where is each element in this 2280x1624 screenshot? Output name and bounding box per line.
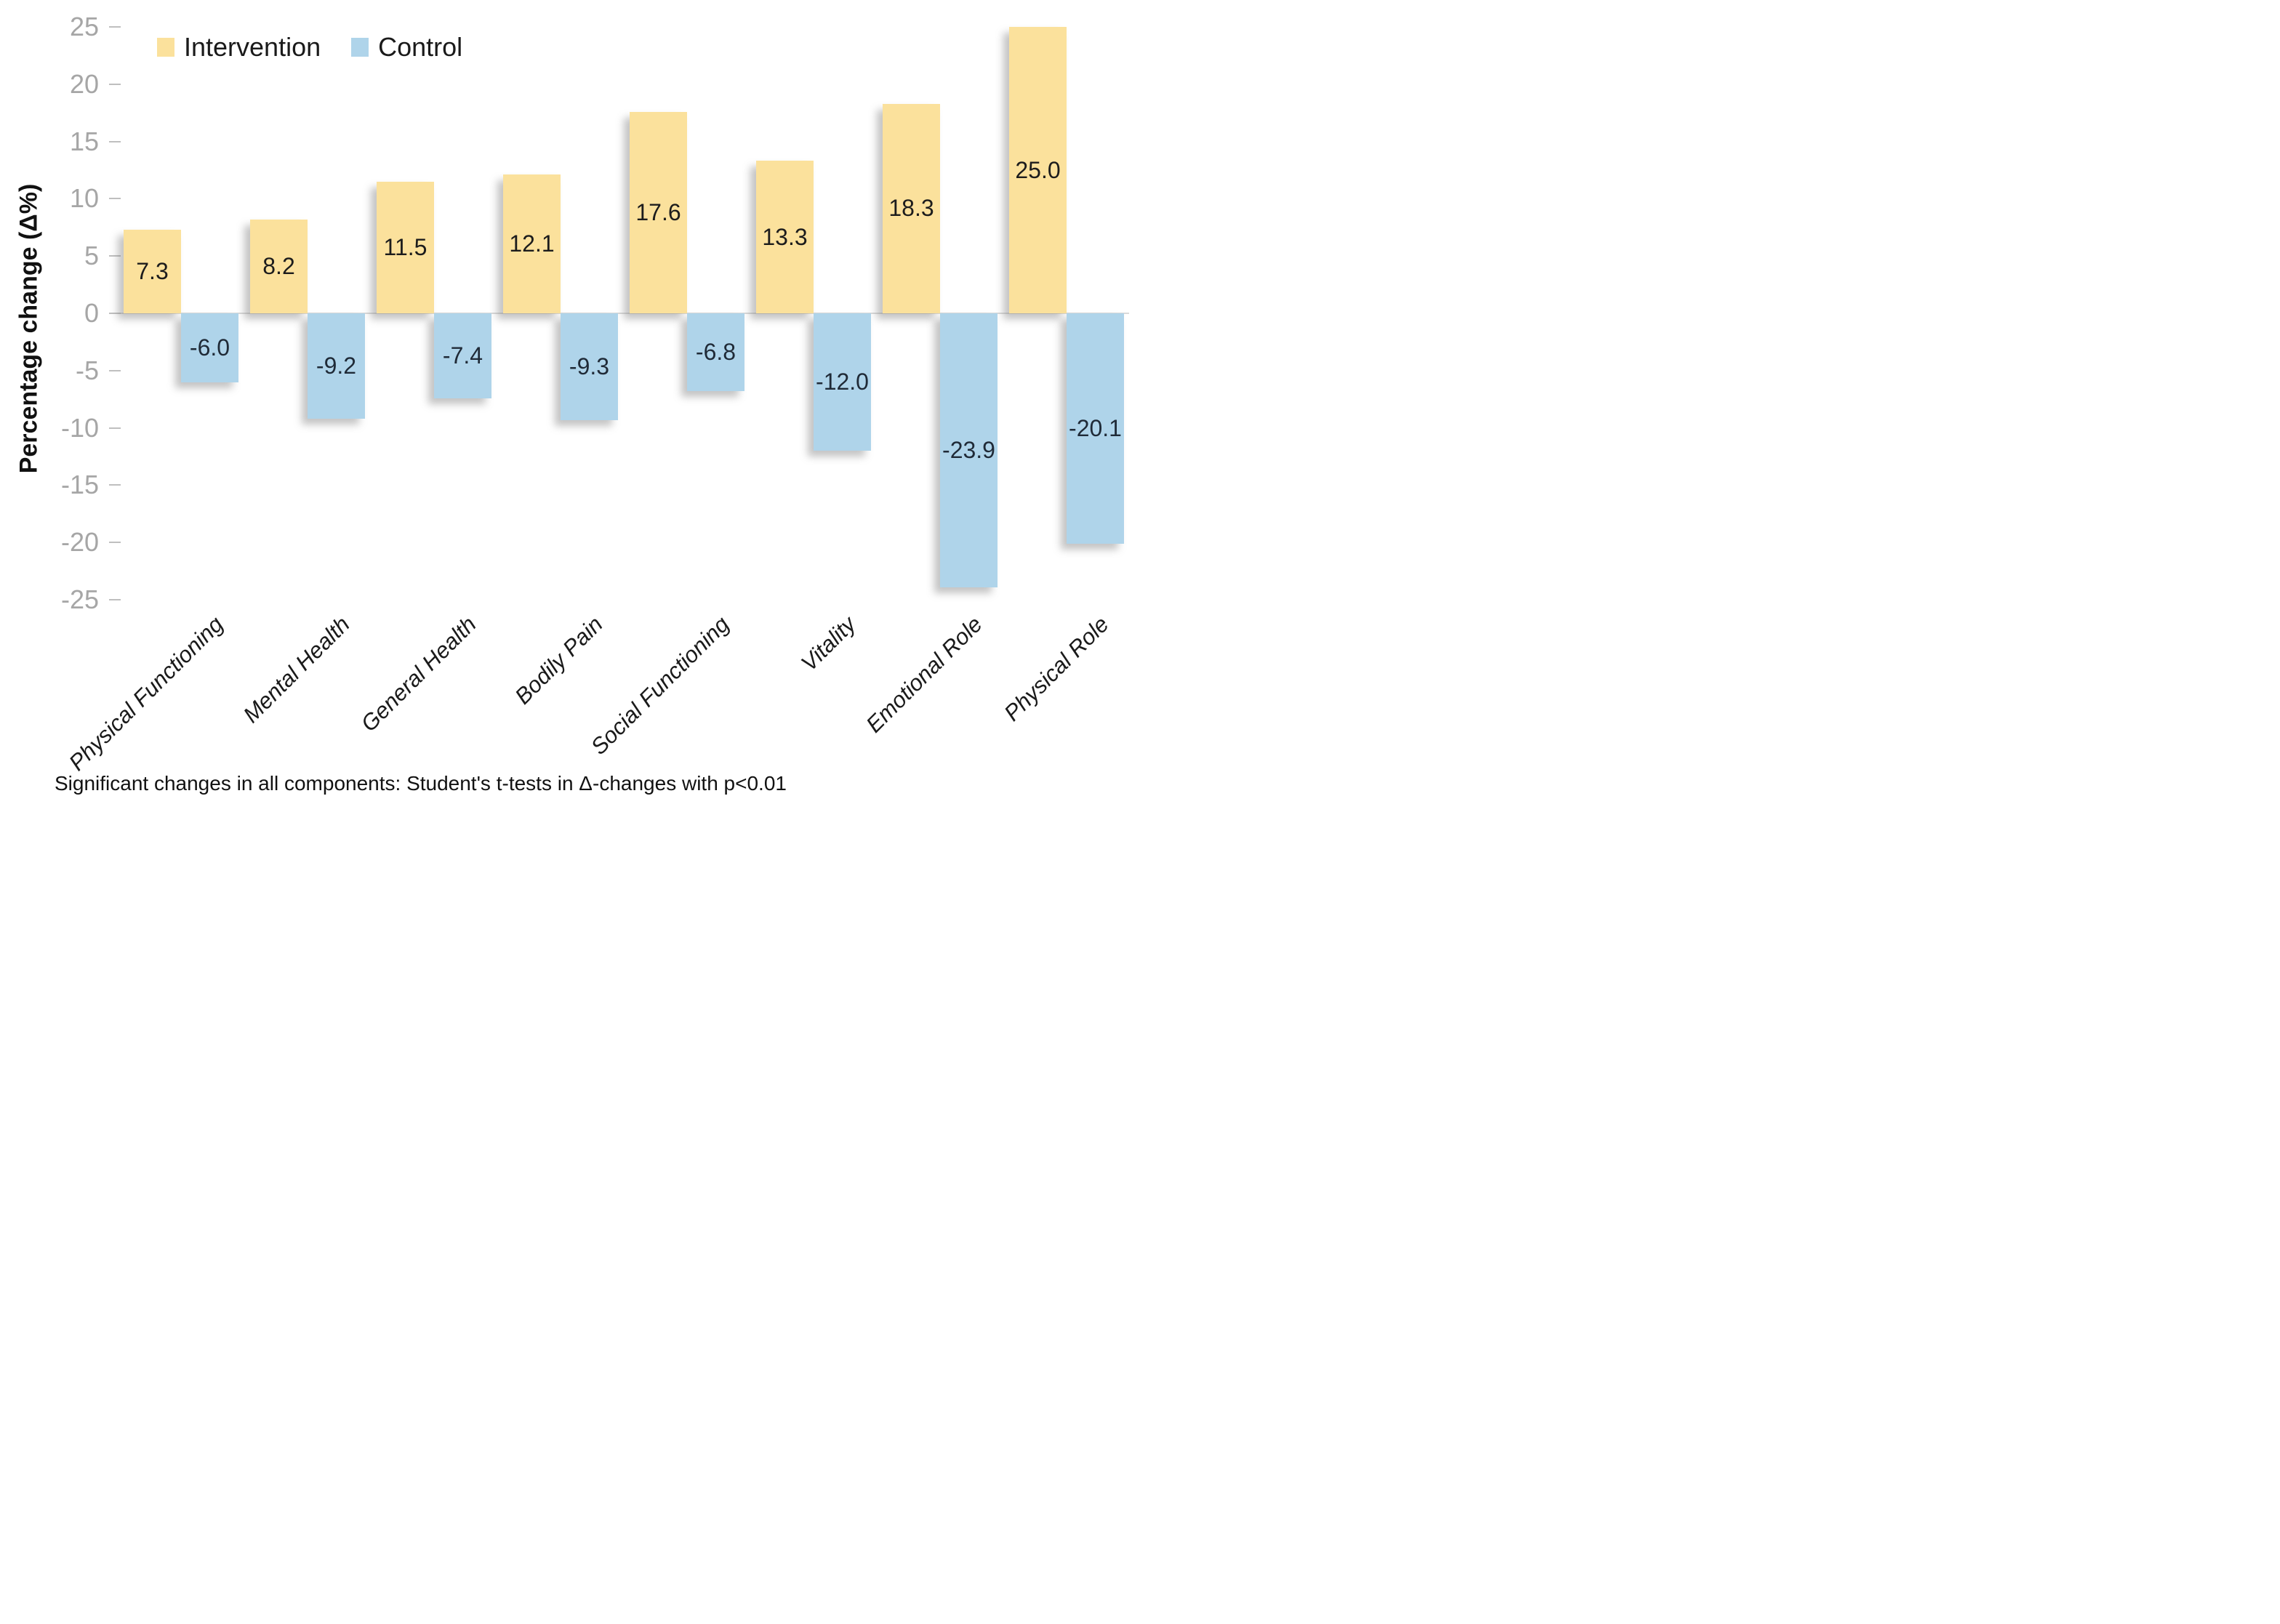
y-tick-label: 25 bbox=[69, 12, 99, 41]
intervention-bar: 7.3 bbox=[124, 229, 181, 313]
bar-value-label: -6.8 bbox=[695, 339, 736, 366]
y-tick-mark bbox=[109, 83, 121, 85]
y-tick-mark bbox=[109, 140, 121, 142]
bar-value-label: 8.2 bbox=[262, 252, 295, 279]
legend-swatch-control bbox=[351, 38, 369, 57]
y-tick-label: -25 bbox=[60, 584, 99, 614]
control-bar: -6.8 bbox=[687, 313, 744, 392]
control-bar: -23.9 bbox=[940, 313, 998, 587]
y-tick-mark bbox=[109, 484, 121, 486]
legend-swatch-intervention bbox=[157, 38, 174, 57]
bar-value-label: -23.9 bbox=[942, 436, 995, 463]
y-tick-label: 20 bbox=[69, 68, 99, 99]
y-tick-mark bbox=[109, 313, 121, 314]
y-tick-mark bbox=[109, 542, 121, 544]
y-tick-mark bbox=[109, 198, 121, 200]
bar-value-label: 17.6 bbox=[635, 198, 681, 225]
intervention-bar: 13.3 bbox=[756, 161, 814, 313]
y-tick-mark bbox=[109, 26, 121, 28]
y-tick-mark bbox=[109, 369, 121, 371]
chart-footnote: Significant changes in all components: S… bbox=[55, 772, 787, 795]
y-tick-label: -15 bbox=[60, 470, 99, 500]
control-bar: -6.0 bbox=[181, 313, 238, 382]
bar-value-label: -7.4 bbox=[442, 342, 483, 369]
bar-value-label: -9.2 bbox=[316, 352, 357, 379]
y-tick-label: 5 bbox=[84, 241, 99, 271]
control-bar: -20.1 bbox=[1067, 313, 1124, 544]
intervention-bar: 12.1 bbox=[503, 174, 561, 313]
bar-value-label: -12.0 bbox=[816, 369, 869, 395]
intervention-bar: 11.5 bbox=[377, 181, 434, 313]
y-tick-label: -5 bbox=[75, 355, 99, 385]
y-tick-label: -20 bbox=[60, 527, 99, 558]
bar-chart-canvas: Percentage change (Δ%) Intervention Cont… bbox=[0, 0, 1140, 812]
legend-label-intervention: Intervention bbox=[184, 32, 321, 62]
x-axis-line bbox=[121, 313, 1129, 314]
y-tick-mark bbox=[109, 255, 121, 257]
control-bar: -7.4 bbox=[434, 313, 491, 398]
control-bar: -12.0 bbox=[814, 313, 871, 451]
legend: Intervention Control bbox=[157, 32, 462, 63]
y-tick-label: 0 bbox=[84, 298, 99, 328]
bar-value-label: 25.0 bbox=[1015, 156, 1061, 183]
legend-label-control: Control bbox=[378, 32, 463, 62]
bar-value-label: 18.3 bbox=[888, 195, 934, 222]
intervention-bar: 18.3 bbox=[883, 103, 940, 313]
bar-value-label: 11.5 bbox=[383, 233, 428, 260]
intervention-bar: 8.2 bbox=[250, 219, 308, 313]
bar-value-label: 7.3 bbox=[136, 257, 169, 284]
intervention-bar: 17.6 bbox=[630, 111, 687, 313]
y-tick-label: 10 bbox=[69, 183, 99, 214]
control-bar: -9.3 bbox=[561, 313, 618, 420]
y-tick-label: 15 bbox=[69, 126, 99, 156]
bar-value-label: 12.1 bbox=[509, 230, 555, 257]
bar-value-label: 13.3 bbox=[762, 223, 808, 250]
bar-value-label: -6.0 bbox=[189, 334, 230, 361]
intervention-bar: 25.0 bbox=[1009, 27, 1067, 313]
control-bar: -9.2 bbox=[308, 313, 365, 419]
y-tick-mark bbox=[109, 599, 121, 600]
y-tick-mark bbox=[109, 427, 121, 429]
bar-value-label: -9.3 bbox=[569, 353, 610, 379]
bar-value-label: -20.1 bbox=[1069, 414, 1122, 441]
y-tick-label: -10 bbox=[60, 412, 99, 443]
